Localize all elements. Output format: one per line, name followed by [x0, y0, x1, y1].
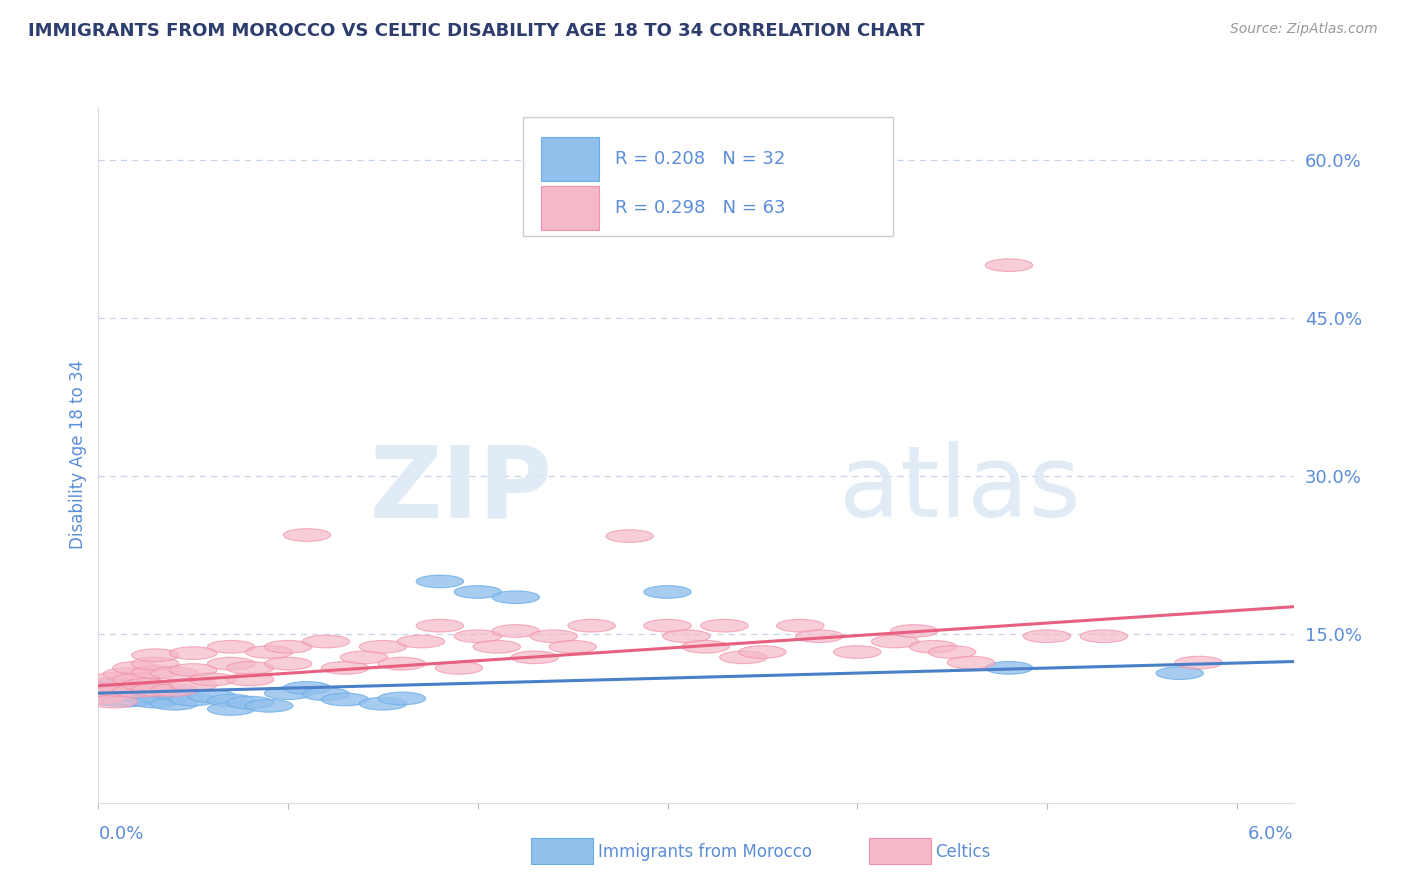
- Text: 6.0%: 6.0%: [1249, 825, 1294, 843]
- Text: Source: ZipAtlas.com: Source: ZipAtlas.com: [1230, 22, 1378, 37]
- FancyBboxPatch shape: [540, 186, 599, 230]
- FancyBboxPatch shape: [523, 118, 893, 235]
- Text: Immigrants from Morocco: Immigrants from Morocco: [598, 843, 811, 861]
- Text: R = 0.298   N = 63: R = 0.298 N = 63: [614, 199, 785, 217]
- Text: 0.0%: 0.0%: [98, 825, 143, 843]
- Text: R = 0.208   N = 32: R = 0.208 N = 32: [614, 150, 785, 169]
- Text: ZIP: ZIP: [370, 442, 553, 538]
- Text: Celtics: Celtics: [935, 843, 990, 861]
- Text: IMMIGRANTS FROM MOROCCO VS CELTIC DISABILITY AGE 18 TO 34 CORRELATION CHART: IMMIGRANTS FROM MOROCCO VS CELTIC DISABI…: [28, 22, 925, 40]
- Text: atlas: atlas: [839, 442, 1081, 538]
- Y-axis label: Disability Age 18 to 34: Disability Age 18 to 34: [69, 360, 87, 549]
- FancyBboxPatch shape: [540, 137, 599, 181]
